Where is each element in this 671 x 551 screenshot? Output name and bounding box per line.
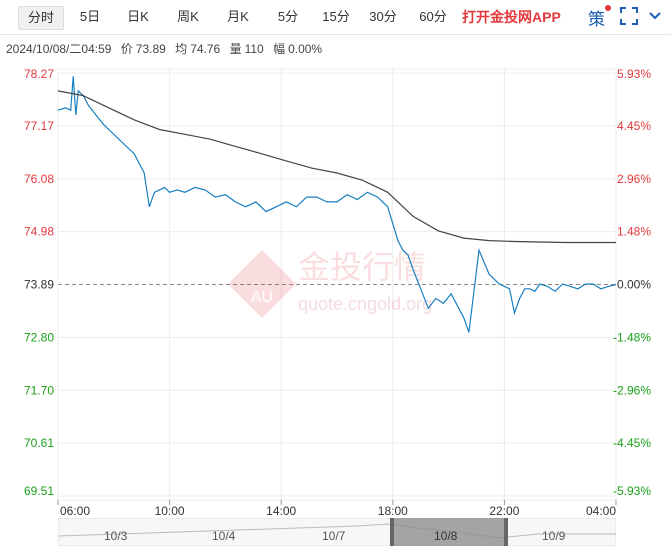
date-range-slider[interactable]: 10/3 10/4 10/7 10/8 10/9 xyxy=(57,517,617,547)
pct-tick-label: 4.45% xyxy=(617,119,651,133)
y-tick-label: 70.61 xyxy=(24,436,54,450)
y-tick-label: 73.89 xyxy=(24,278,54,292)
strategy-button[interactable]: 策 xyxy=(588,10,605,29)
quote-datetime: 2024/10/08/二04:59 xyxy=(6,42,112,56)
quote-info-line: 2024/10/08/二04:59 价 73.89 均 74.76 量 110 幅 0.… xyxy=(6,40,328,57)
volume-label: 量 xyxy=(229,42,242,56)
pct-tick-label: -1.48% xyxy=(613,330,651,344)
open-app-link[interactable]: 打开金投网APP xyxy=(462,9,561,25)
watermark-logo-text: AU xyxy=(251,289,273,306)
watermark-text: 金投行情 xyxy=(298,248,426,286)
y-tick-label: 77.17 xyxy=(24,119,54,133)
x-tick-label: 04:00 xyxy=(586,504,616,518)
price-label: 价 xyxy=(120,42,133,56)
x-tick-label: 22:00 xyxy=(489,504,519,518)
tab-30min[interactable]: 30分 xyxy=(369,9,397,24)
tab-weekly-k[interactable]: 周K xyxy=(177,9,199,24)
tab-60min[interactable]: 60分 xyxy=(419,9,447,24)
slider-selection[interactable] xyxy=(394,518,504,546)
avg-value: 74.76 xyxy=(190,42,221,56)
intraday-chart[interactable]: AU 金投行情 quote.cngold.org 78.27 5.93% 77.17… xyxy=(0,0,671,518)
fullscreen-icon[interactable] xyxy=(620,7,638,25)
watermark-url: quote.cngold.org xyxy=(298,294,432,314)
pct-tick-label: -5.93% xyxy=(613,484,651,498)
amplitude-label: 幅 xyxy=(273,42,286,56)
pct-tick-label: 0.00% xyxy=(617,278,651,292)
tab-monthly-k[interactable]: 月K xyxy=(227,9,249,24)
slider-left-handle[interactable] xyxy=(390,518,394,546)
chart-grid xyxy=(57,68,617,505)
y-tick-label: 78.27 xyxy=(24,67,54,81)
pct-tick-label: 1.48% xyxy=(617,225,651,239)
average-price-line xyxy=(57,90,616,244)
y-tick-label: 69.51 xyxy=(24,484,54,498)
price-value: 73.89 xyxy=(135,42,166,56)
slider-label-1003: 10/3 xyxy=(104,529,128,543)
timeframe-tabbar: 分时 5日 日K 周K 月K 5分 15分 30分 60分 打开金投网APP 策 xyxy=(0,0,671,35)
tab-15min[interactable]: 15分 xyxy=(322,9,350,24)
amplitude-value: 0.00% xyxy=(288,42,323,56)
slider-label-1008: 10/8 xyxy=(434,529,458,543)
notification-dot xyxy=(605,5,611,11)
slider-label-1009: 10/9 xyxy=(542,529,566,543)
pct-tick-label: 2.96% xyxy=(617,172,651,186)
x-tick-label: 06:00 xyxy=(60,504,90,518)
slider-right-handle[interactable] xyxy=(504,518,508,546)
x-tick-label: 18:00 xyxy=(378,504,408,518)
collapse-icon[interactable] xyxy=(648,8,662,22)
watermark-logo: AU xyxy=(228,250,296,318)
pct-tick-label: -2.96% xyxy=(613,383,651,397)
avg-label: 均 xyxy=(175,42,188,56)
pct-tick-label: -4.45% xyxy=(613,436,651,450)
y-tick-label: 72.80 xyxy=(24,330,54,344)
volume-value: 110 xyxy=(244,42,264,56)
y-tick-label: 74.98 xyxy=(24,225,54,239)
tab-5min[interactable]: 5分 xyxy=(277,9,299,24)
tab-5day[interactable]: 5日 xyxy=(79,9,101,24)
watermark: AU 金投行情 quote.cngold.org xyxy=(228,248,432,318)
slider-label-1004: 10/4 xyxy=(212,529,236,543)
y-tick-label: 71.70 xyxy=(24,383,54,397)
x-tick-label: 14:00 xyxy=(266,504,296,518)
price-line xyxy=(57,76,617,333)
tab-intraday[interactable]: 分时 xyxy=(18,6,64,30)
slider-track xyxy=(57,517,617,547)
tab-daily-k[interactable]: 日K xyxy=(127,9,149,24)
x-tick-label: 10:00 xyxy=(155,504,185,518)
slider-label-1007: 10/7 xyxy=(322,529,346,543)
pct-tick-label: 5.93% xyxy=(617,67,651,81)
y-tick-label: 76.08 xyxy=(24,172,54,186)
